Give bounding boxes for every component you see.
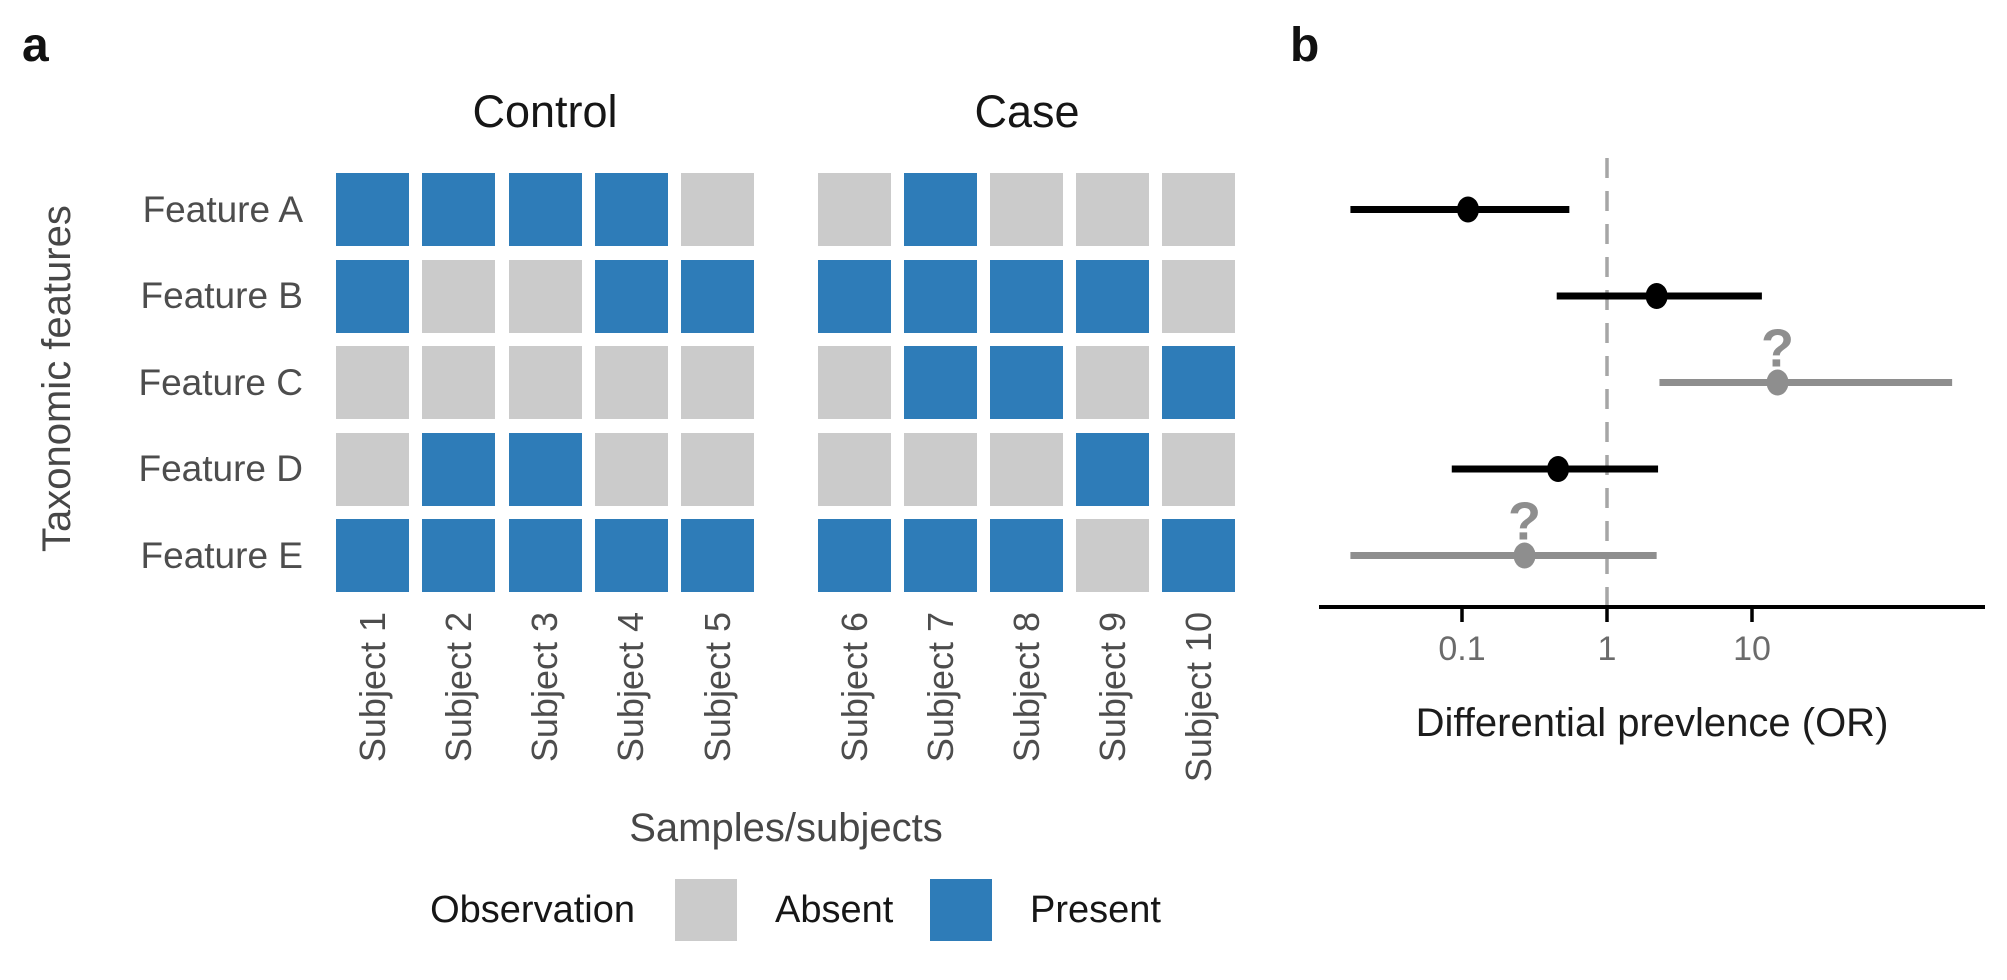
x-axis-tick-label: 1 [1598,630,1617,668]
subject-label: Subject 6 [833,612,875,763]
forest-point [1457,196,1480,223]
heatmap-cell [336,259,409,333]
x-axis-tick-label: 0.1 [1438,630,1485,668]
heatmap-cell [1076,173,1149,246]
heatmap-cell [990,346,1063,419]
uncertainty-question-mark: ? [1761,319,1794,379]
heatmap-cell [422,173,496,246]
heatmap-cell [818,519,891,592]
heatmap-cell [1162,346,1235,419]
heatmap-cell [594,259,668,333]
heatmap-cell [1162,173,1235,246]
heatmap-cell [422,346,496,419]
x-axis-tick-label: 10 [1733,630,1771,668]
feature-label: Feature C [138,361,303,403]
heatmap-cell [422,259,496,333]
legend-label-absent: Absent [775,889,894,931]
heatmap-cell [336,432,409,506]
heatmap-cell [594,173,668,246]
forest-point [1513,542,1536,569]
heatmap-cell [681,346,754,419]
subject-label: Subject 3 [524,612,565,763]
feature-label: Feature E [140,534,303,576]
heatmap-cell [990,173,1063,246]
heatmap-cell [336,173,409,246]
heatmap-cell [990,259,1063,333]
subject-label: Subject 1 [351,612,393,763]
heatmap-cell [904,259,977,333]
heatmap-cell [422,432,496,506]
heatmap-cell [1076,259,1149,333]
heatmap-cell [508,432,582,506]
subject-label: Subject 8 [1005,612,1047,763]
legend-label-present: Present [1030,889,1161,931]
subject-label: Subject 5 [696,612,738,763]
heatmap-cell [904,173,977,246]
heatmap-cell [904,519,977,592]
heatmap-cell [818,432,891,506]
feature-label: Feature B [140,275,303,316]
legend-swatch-absent [675,879,737,941]
panel-a-letter: a [22,19,49,72]
forest-point [1766,369,1789,396]
heatmap-cell [508,259,582,333]
heatmap-cell [681,432,754,506]
heatmap-cell [336,519,409,592]
heatmap-cell [681,519,754,592]
legend-title-observation: Observation [430,889,635,931]
x-axis-title-differential-prevalence: Differential prevlence (OR) [1416,701,1889,745]
y-axis-title-taxonomic-features: Taxonomic features [35,205,79,552]
heatmap-cell [818,173,891,246]
heatmap-cell [1162,432,1235,506]
facet-title-control: Control [472,86,618,137]
heatmap-cell [818,346,891,419]
heatmap-cell [904,346,977,419]
heatmap-cell [818,259,891,333]
heatmap-cell [508,346,582,419]
forest-point [1547,456,1570,482]
facet-title-case: Case [974,86,1080,137]
subject-label: Subject 10 [1177,612,1219,783]
heatmap-cell [594,432,668,506]
subject-label: Subject 4 [610,612,652,763]
heatmap-cell [681,173,754,246]
forest-plot: 0.1 1 10?? Differential prevlence (OR) [1319,158,1985,745]
heatmap-cell [1162,259,1235,333]
subject-label: Subject 9 [1091,612,1133,763]
subject-label: Subject 2 [437,612,479,763]
heatmap-cell [508,519,582,592]
panel-b-letter: b [1290,19,1320,72]
heatmap-cell [508,173,582,246]
heatmap-cell [1076,432,1149,506]
heatmap-cell [904,432,977,506]
heatmap-cell [594,519,668,592]
forest-point [1645,283,1668,309]
uncertainty-question-mark: ? [1508,492,1541,552]
legend-swatch-present [930,879,992,941]
heatmap-cell [681,259,754,333]
heatmap-cell [422,519,496,592]
heatmap-cell [990,519,1063,592]
feature-label: Feature A [142,188,303,230]
subject-label: Subject 7 [919,612,961,763]
heatmap-cell [1076,346,1149,419]
heatmap-cell [594,346,668,419]
x-axis-title-samples-subjects: Samples/subjects [629,806,943,850]
heatmap-cell [1076,519,1149,592]
heatmap-cell [990,432,1063,506]
feature-label: Feature D [138,448,303,489]
heatmap-cell [1162,519,1235,592]
heatmap-cell [336,346,409,419]
